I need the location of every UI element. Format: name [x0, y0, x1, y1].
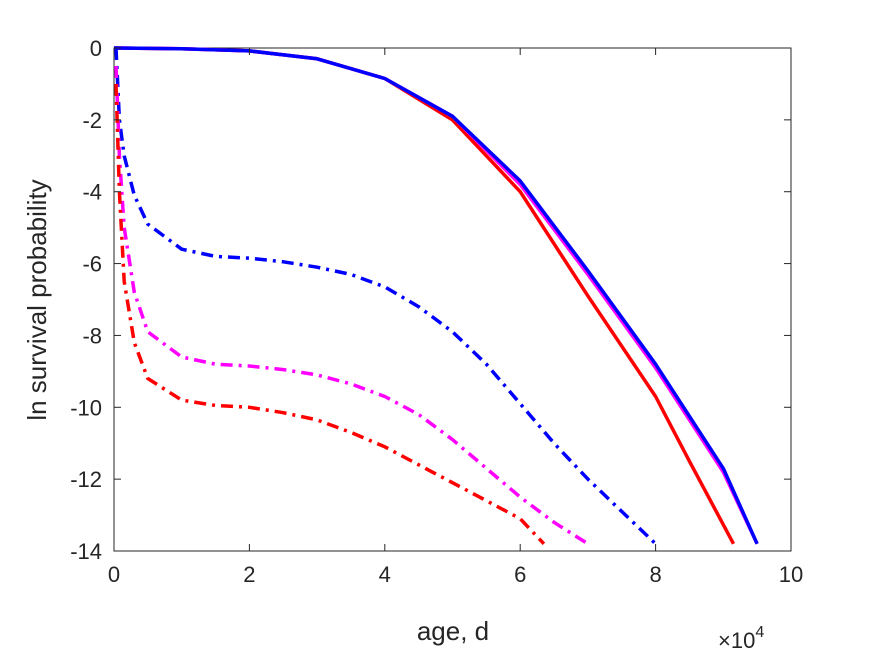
y-tick-label: -2 — [82, 108, 102, 133]
x-tick-label: 0 — [108, 562, 120, 587]
x-tick-label: 2 — [243, 562, 255, 587]
y-tick-label: -8 — [82, 323, 102, 348]
y-tick-label: -6 — [82, 252, 102, 277]
tick-layer — [113, 47, 792, 552]
x-tick-label: 6 — [514, 562, 526, 587]
series-line-6 — [114, 83, 546, 546]
y-tick-labels: 0 -2 -4 -6 -8 -10 -12 -14 — [70, 36, 102, 564]
y-tick-label: 0 — [90, 36, 102, 61]
y-tick-label: -10 — [70, 395, 102, 420]
x-axis-multiplier: ×104 — [718, 624, 764, 653]
x-axis-label: age, d — [417, 616, 489, 646]
x-axis-multiplier-exponent: 4 — [755, 624, 764, 641]
y-axis-label: ln survival probability — [22, 179, 52, 420]
y-tick-label: -4 — [82, 180, 102, 205]
series-line-3 — [113, 46, 759, 545]
series-line-4 — [114, 47, 657, 546]
y-tick-label: -14 — [70, 539, 102, 564]
plot-area — [113, 47, 792, 552]
x-tick-label: 10 — [779, 562, 803, 587]
x-tick-label: 4 — [379, 562, 391, 587]
x-tick-label: 8 — [649, 562, 661, 587]
y-tick-label: -12 — [70, 467, 102, 492]
series-line-5 — [114, 65, 589, 546]
x-axis-multiplier-base: ×10 — [718, 628, 755, 653]
x-tick-labels: 0 2 4 6 8 10 — [108, 562, 803, 587]
series-layer — [113, 46, 759, 546]
